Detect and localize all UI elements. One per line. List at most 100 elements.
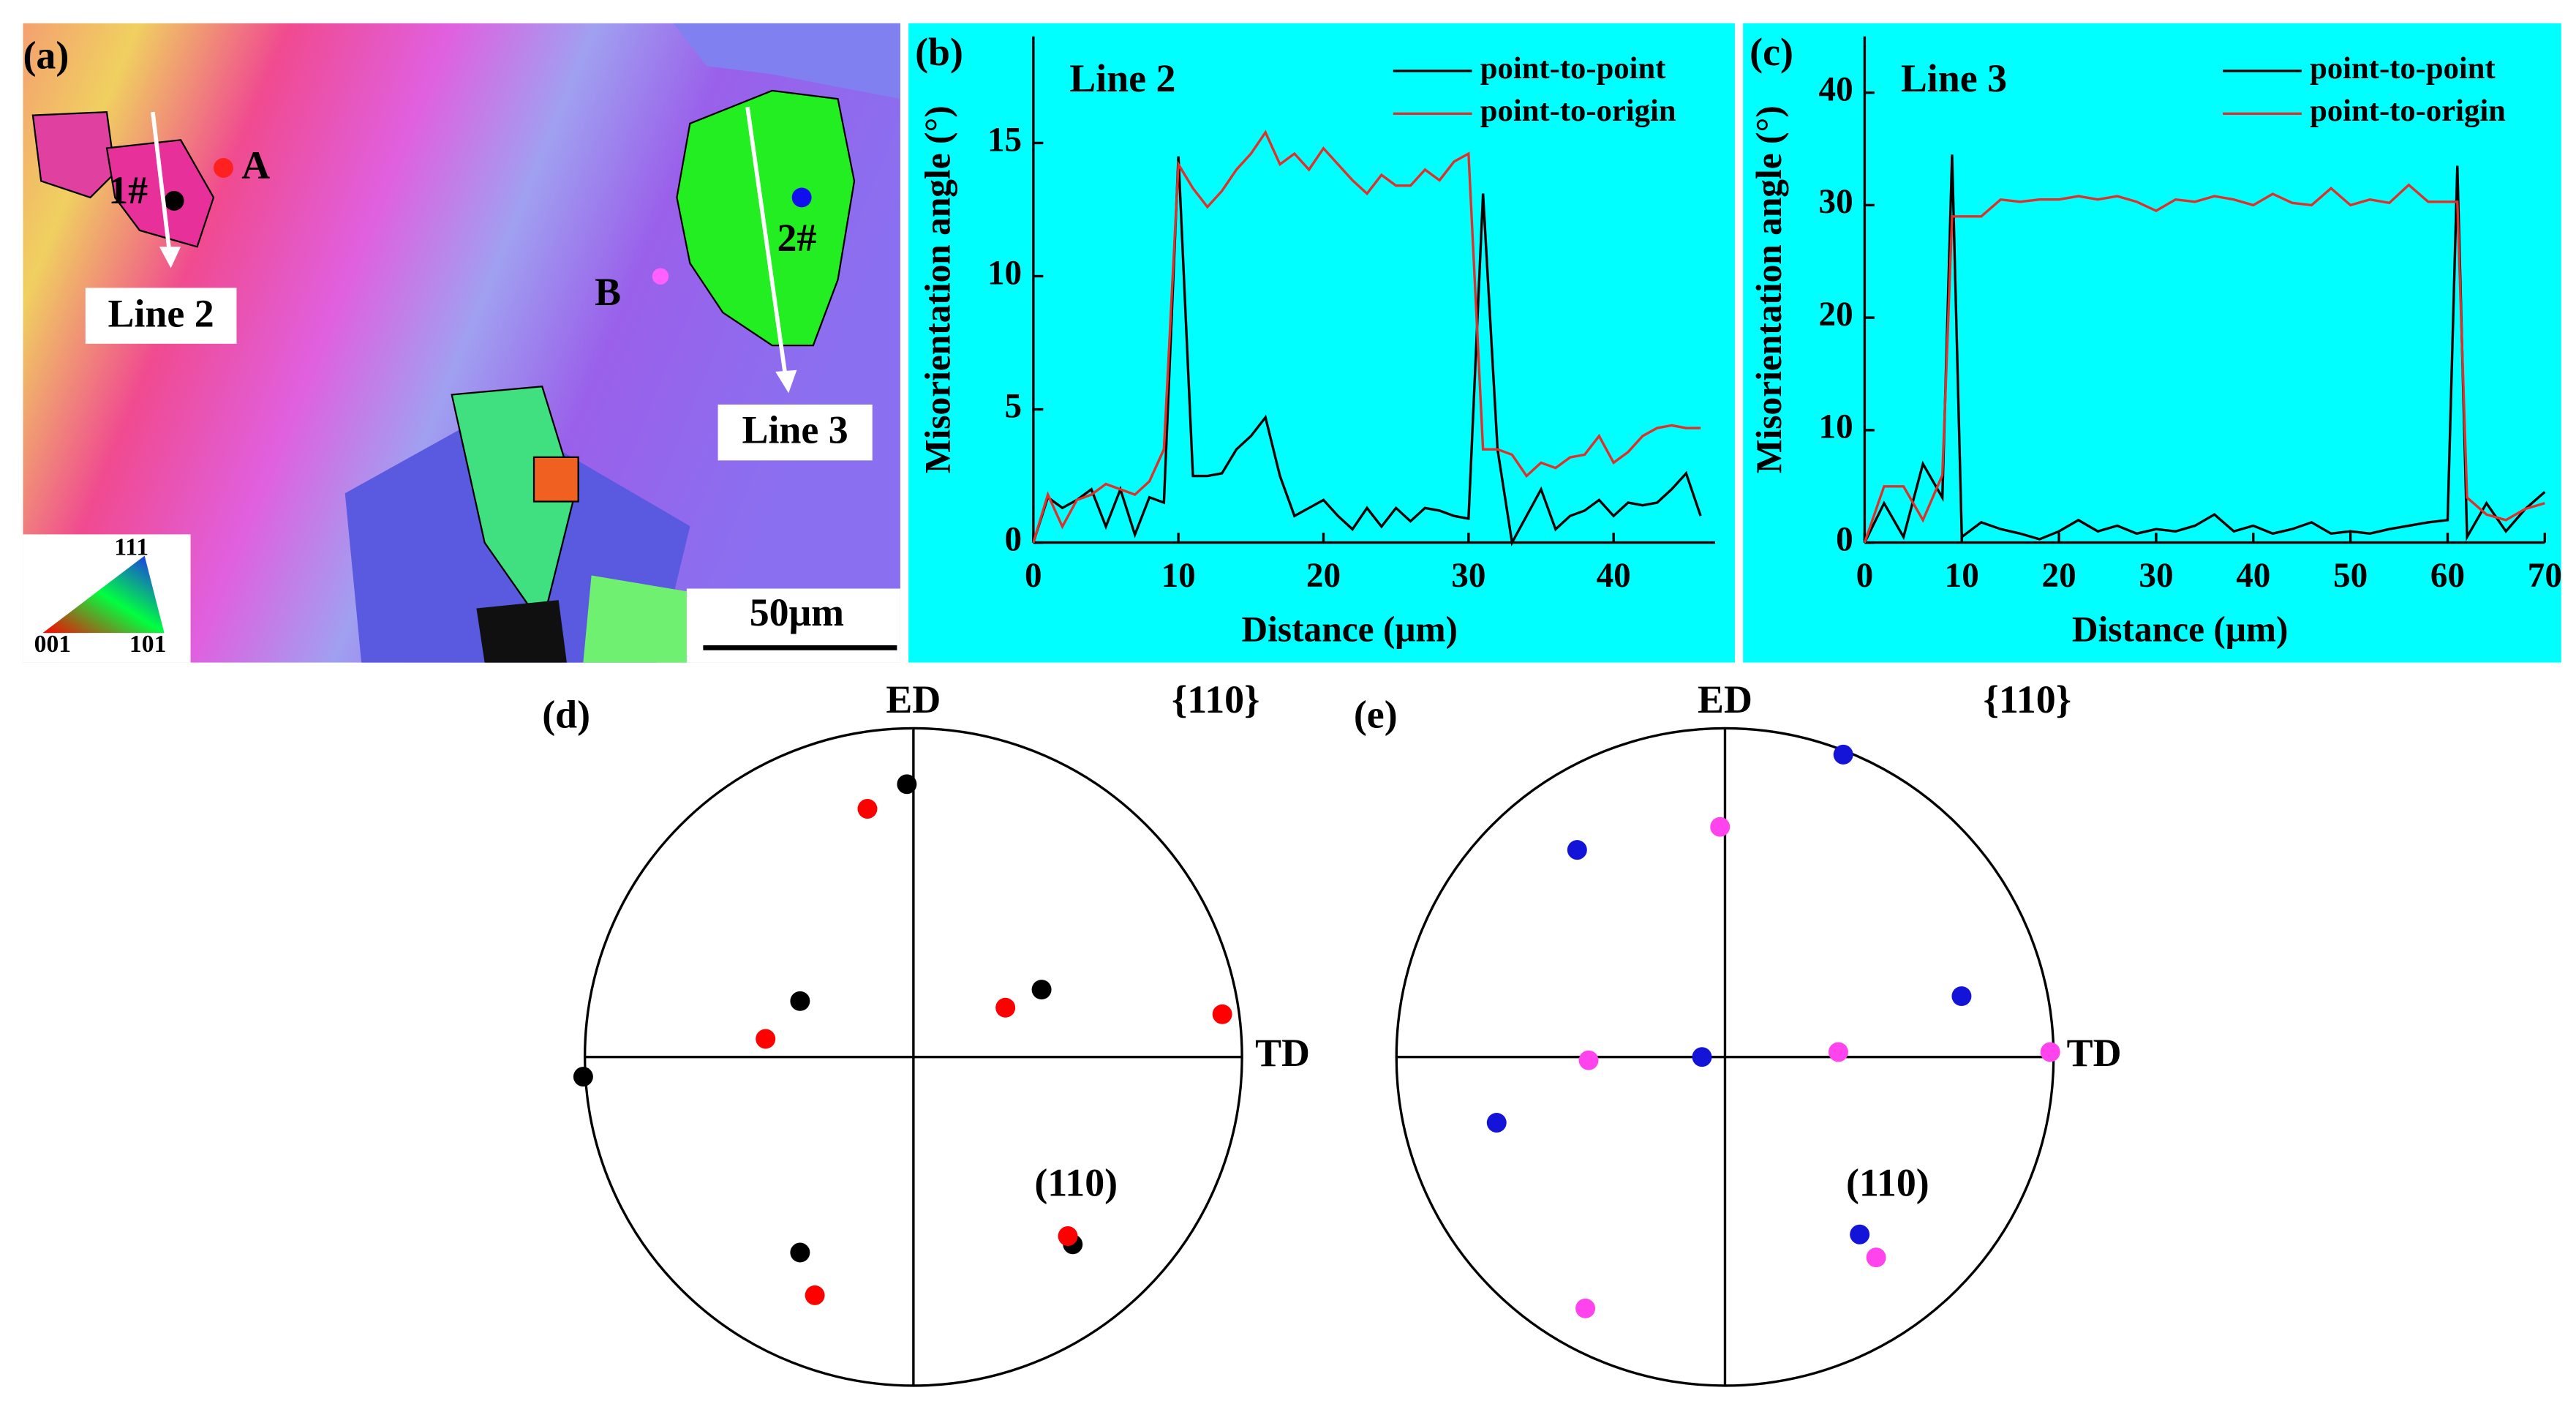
y-tick-label: 0 xyxy=(1836,520,1853,558)
pole-point xyxy=(1031,980,1052,1000)
panel-label: (b) xyxy=(915,30,963,74)
arrowhead xyxy=(159,247,181,269)
grain-region xyxy=(31,110,116,199)
data-line xyxy=(1032,129,1701,544)
pole-point xyxy=(1951,986,1972,1007)
key-label: 101 xyxy=(129,631,167,658)
x-axis-title: Distance (μm) xyxy=(2072,609,2289,650)
x-tick-label: 30 xyxy=(2139,557,2173,595)
chart-title: {110} xyxy=(1984,677,2071,721)
pole-point xyxy=(1212,1004,1232,1024)
line-2-arrow xyxy=(151,111,172,251)
label-box xyxy=(85,288,237,344)
x-tick-label: 50 xyxy=(2333,557,2368,595)
data-line xyxy=(1863,154,2546,544)
pole-point xyxy=(1567,840,1587,860)
grain-label: 2# xyxy=(777,216,816,260)
data-line xyxy=(1032,156,1702,547)
x-tick-label: 60 xyxy=(2430,557,2465,595)
grain-region xyxy=(451,386,576,627)
td-label: TD xyxy=(2067,1031,2122,1075)
key-label: 111 xyxy=(114,533,148,560)
panel-label: (e) xyxy=(1354,692,1398,736)
pole-point xyxy=(573,1067,593,1087)
pole-point xyxy=(1710,817,1730,837)
x-axis-title: Distance (μm) xyxy=(1241,609,1458,650)
point-a xyxy=(214,158,233,178)
key-label: 001 xyxy=(34,631,72,658)
y-tick-label: 10 xyxy=(1819,408,1853,446)
point-2 xyxy=(791,187,812,208)
y-tick-label: 30 xyxy=(1819,183,1853,221)
pole-point xyxy=(1486,1113,1507,1133)
pole-point xyxy=(1866,1247,1886,1268)
x-tick-label: 40 xyxy=(1597,557,1631,595)
x-tick-label: 40 xyxy=(2236,557,2270,595)
x-tick-label: 20 xyxy=(2042,557,2076,595)
panel-background xyxy=(908,23,1735,663)
y-tick-label: 0 xyxy=(1005,520,1023,558)
y-tick-label: 15 xyxy=(987,121,1022,159)
pole-point xyxy=(897,774,917,795)
grain-region xyxy=(583,575,690,663)
chart-title: Line 2 xyxy=(1069,56,1175,100)
legend-label: point-to-point xyxy=(1480,51,1666,86)
label-box xyxy=(718,404,873,461)
chart-title: Line 3 xyxy=(1901,56,2007,100)
x-tick-label: 70 xyxy=(2528,557,2562,595)
point-1 xyxy=(164,190,184,211)
line-3-arrow xyxy=(745,106,788,375)
pole-point xyxy=(790,1242,810,1263)
grain-2 xyxy=(676,89,856,347)
y-tick-label: 5 xyxy=(1005,387,1023,425)
grain-region xyxy=(673,23,900,100)
x-tick-label: 0 xyxy=(1856,557,1874,595)
x-tick-label: 30 xyxy=(1451,557,1485,595)
line-label: Line 3 xyxy=(742,408,848,452)
pole-point xyxy=(1578,1050,1599,1070)
x-tick-label: 0 xyxy=(1025,557,1042,595)
y-axis-title: Misorientation angle (°) xyxy=(1749,105,1789,473)
pole-point xyxy=(756,1029,776,1049)
pole-point xyxy=(1828,1042,1848,1062)
panel-label: (d) xyxy=(542,692,590,736)
pole-point xyxy=(2040,1042,2060,1062)
td-label: TD xyxy=(1255,1031,1310,1075)
pole-point xyxy=(1692,1047,1712,1067)
y-axis-title: Misorientation angle (°) xyxy=(917,105,957,473)
grain-region xyxy=(476,600,567,663)
panel-label: (c) xyxy=(1750,30,1793,74)
point-label: B xyxy=(595,270,621,314)
point-b xyxy=(652,268,669,285)
annotation: (110) xyxy=(1846,1160,1929,1204)
color-key xyxy=(42,555,165,634)
x-tick-label: 20 xyxy=(1306,557,1341,595)
chart-title: {110} xyxy=(1172,677,1259,721)
scale-label: 50μm xyxy=(750,590,844,634)
panel-background xyxy=(1743,23,2561,663)
pole-point xyxy=(1850,1224,1870,1245)
point-label: A xyxy=(241,143,270,187)
arrowhead xyxy=(775,369,797,394)
data-line xyxy=(1863,183,2545,544)
line-label: Line 2 xyxy=(108,291,214,335)
pole-point xyxy=(1575,1298,1596,1318)
ed-label: ED xyxy=(1698,677,1752,721)
pole-point xyxy=(857,799,878,819)
y-tick-label: 10 xyxy=(987,254,1022,292)
legend-label: point-to-origin xyxy=(1480,94,1676,128)
legend-label: point-to-origin xyxy=(2310,94,2506,128)
grain-1 xyxy=(105,139,215,248)
pole-point xyxy=(1833,744,1853,765)
grain-region xyxy=(532,456,579,503)
panel-label: (a) xyxy=(23,34,69,78)
legend-label: point-to-point xyxy=(2310,51,2496,86)
y-tick-label: 40 xyxy=(1819,70,1853,108)
x-tick-label: 10 xyxy=(1161,557,1196,595)
annotation: (110) xyxy=(1034,1160,1118,1204)
ed-label: ED xyxy=(886,677,941,721)
ebsd-map: (a) A B 1# 2# Line 2 Line 3 50μm 111 001… xyxy=(23,23,900,663)
grain-label: 1# xyxy=(108,168,148,212)
